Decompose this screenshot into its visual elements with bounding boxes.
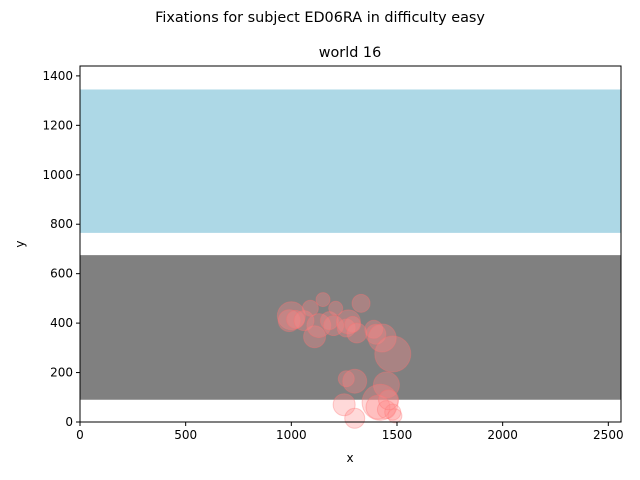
chart-suptitle: Fixations for subject ED06RA in difficul…	[155, 10, 485, 26]
fixation-point	[303, 325, 327, 349]
fixation-point	[332, 393, 356, 417]
x-tick-label: 2500	[593, 428, 624, 442]
fixation-point	[315, 292, 331, 308]
y-tick-label: 600	[50, 267, 73, 281]
fixation-point	[344, 407, 366, 429]
fixation-point	[374, 335, 412, 373]
fixation-point	[337, 370, 355, 388]
fixation-point	[306, 313, 332, 339]
x-axis-ticks: 0 500 1000 1500 2000 2500	[76, 422, 624, 442]
fixation-point	[344, 315, 362, 333]
x-tick-label: 500	[174, 428, 197, 442]
fixation-point	[372, 371, 400, 399]
plot-frame	[79, 65, 622, 423]
fixation-point	[293, 310, 315, 332]
x-tick-label: 1500	[382, 428, 413, 442]
plot-area	[79, 65, 622, 429]
fixation-point	[387, 408, 403, 424]
fixation-point	[364, 319, 384, 339]
fixation-point	[384, 403, 402, 421]
fixation-point	[351, 293, 371, 313]
fixation-point	[336, 318, 356, 338]
y-tick-label: 1000	[42, 168, 73, 182]
chart-title: world 16	[319, 45, 382, 61]
fixation-point	[365, 394, 391, 420]
x-tick-label: 1000	[276, 428, 307, 442]
fixation-point	[335, 309, 361, 335]
y-tick-label: 800	[50, 217, 73, 231]
fixation-point	[286, 309, 306, 329]
fixation-points	[276, 292, 412, 429]
fixation-point	[276, 301, 306, 331]
y-tick-label: 0	[65, 415, 73, 429]
fixation-point	[342, 368, 368, 394]
fixation-point	[319, 311, 339, 331]
fixation-point	[376, 400, 396, 420]
y-tick-label: 1400	[42, 69, 73, 83]
y-axis-label: y	[13, 240, 27, 247]
fixation-point	[346, 322, 368, 344]
fixation-point	[328, 300, 344, 316]
fixation-point	[323, 315, 345, 337]
y-tick-label: 200	[50, 366, 73, 380]
scene-region-0	[80, 89, 621, 233]
scene-region-1	[80, 255, 621, 400]
y-axis-ticks: 0 200 400 600 800 1000 1200 1400	[42, 69, 80, 429]
fixation-point	[378, 389, 400, 411]
fixation-point	[277, 309, 301, 333]
x-tick-label: 2000	[487, 428, 518, 442]
y-tick-label: 1200	[42, 118, 73, 132]
x-tick-label: 0	[76, 428, 84, 442]
x-axis-label: x	[346, 451, 353, 465]
fixation-point	[301, 299, 319, 317]
fixation-point	[361, 383, 399, 421]
y-tick-label: 400	[50, 316, 73, 330]
fixation-point	[365, 323, 387, 345]
scene-regions	[80, 89, 621, 400]
fixation-point	[367, 323, 397, 353]
